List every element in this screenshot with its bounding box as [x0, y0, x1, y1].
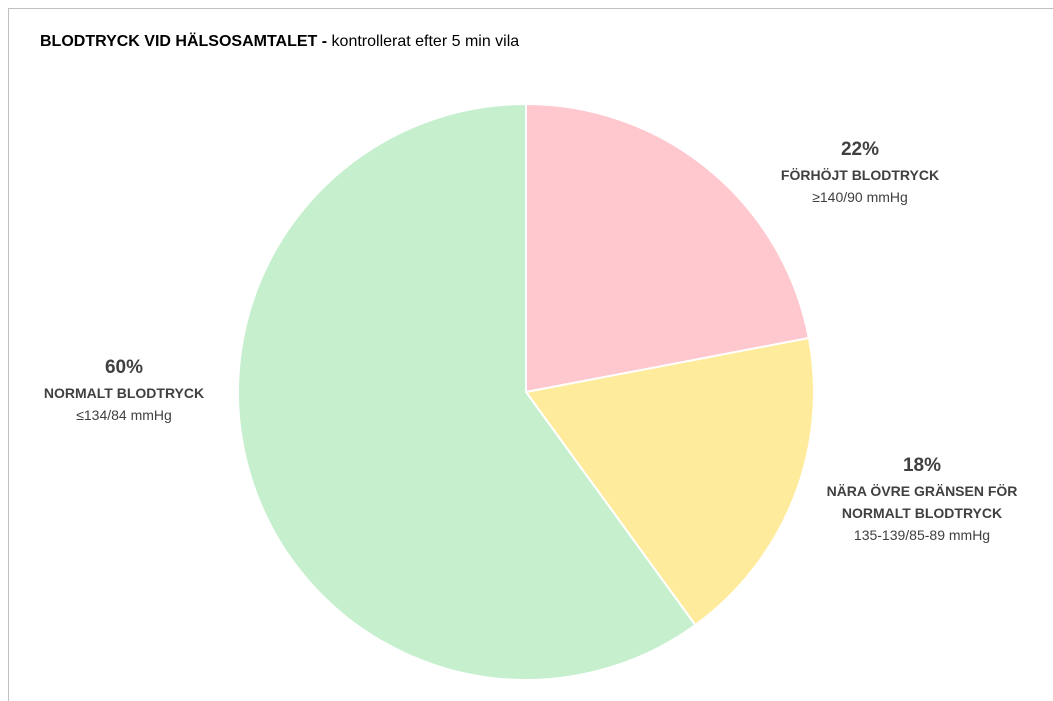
description-label: ≤134/84 mmHg — [76, 407, 172, 423]
pie-slice — [237, 102, 697, 681]
frame — [8, 8, 1053, 701]
slice-label: 22% FÖRHÖJT BLODTRYCK ≥140/90 mmHg — [735, 136, 985, 208]
chart-title-line: BLODTRYCK VID HÄLSOSAMTALET - kontroller… — [40, 32, 519, 50]
slice-label: 18% NÄRA ÖVRE GRÄNSEN FÖR NORMALT BLODTRY… — [797, 452, 1047, 546]
chart-subtitle: kontrollerat efter 5 min vila — [332, 33, 520, 50]
value-label: 18% — [902, 455, 942, 476]
pie-slice — [525, 102, 811, 394]
pie-slice — [524, 336, 815, 627]
category-label: NÄRA ÖVRE GRÄNSEN FÖR NORMALT BLODTRYCK — [826, 483, 1018, 521]
value-label: 22% — [840, 139, 880, 160]
description-label: ≥140/90 mmHg — [812, 189, 908, 205]
category-label: NORMALT BLODTRYCK — [43, 385, 205, 401]
category-label: FÖRHÖJT BLODTRYCK — [780, 167, 940, 183]
description-label: 135-139/85-89 mmHg — [853, 527, 991, 543]
chart-title: BLODTRYCK VID HÄLSOSAMTALET - — [40, 32, 327, 50]
value-label: 60% — [104, 357, 144, 378]
slice-label: 60% NORMALT BLODTRYCK ≤134/84 mmHg — [0, 354, 249, 426]
